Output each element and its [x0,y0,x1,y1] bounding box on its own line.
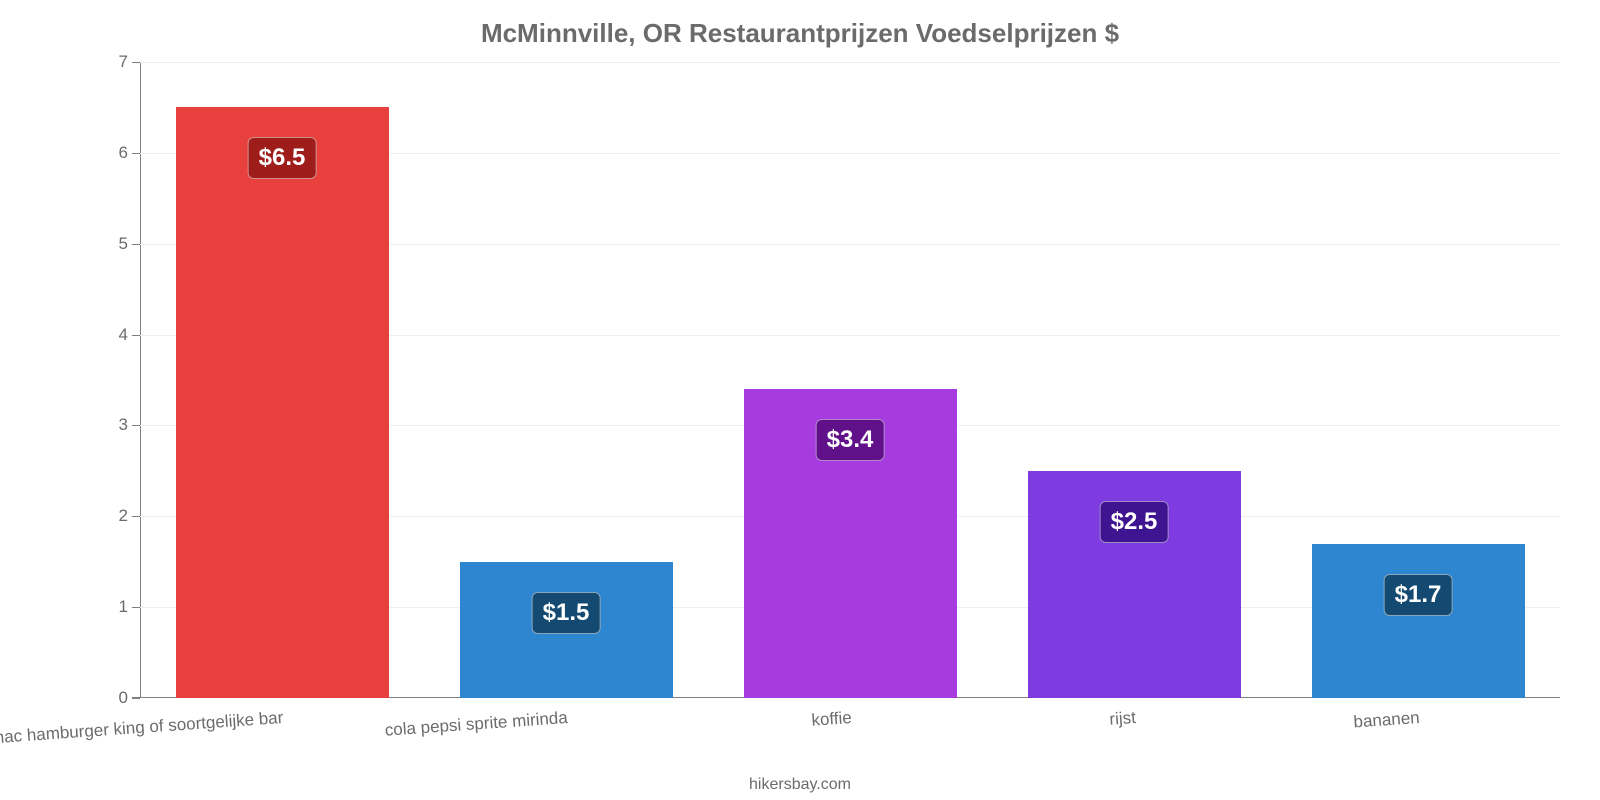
ytick-label: 5 [119,234,140,254]
ytick-label: 6 [119,143,140,163]
xtick-label: rijst [1108,698,1136,730]
xtick-label: mac hamburger king of soortgelijke bar [0,698,284,748]
bar [176,107,389,698]
plot-area: 01234567$6.5mac hamburger king of soortg… [140,62,1560,698]
bar-value-label: $1.5 [532,592,601,634]
xtick-label: bananen [1352,698,1420,733]
xtick-label: cola pepsi sprite mirinda [383,698,568,741]
xtick-label: koffie [810,698,852,731]
gridline [140,62,1560,63]
bar-value-label: $3.4 [816,419,885,461]
ytick-label: 2 [119,506,140,526]
ytick-label: 7 [119,52,140,72]
bar-value-label: $1.7 [1384,574,1453,616]
ytick-label: 0 [119,688,140,708]
bar-chart: McMinnville, OR Restaurantprijzen Voedse… [0,0,1600,800]
ytick-label: 3 [119,415,140,435]
attribution-text: hikersbay.com [0,776,1600,794]
ytick-label: 1 [119,597,140,617]
bar-value-label: $6.5 [248,137,317,179]
bar-value-label: $2.5 [1100,501,1169,543]
ytick-label: 4 [119,325,140,345]
bar [1312,544,1525,698]
chart-title: McMinnville, OR Restaurantprijzen Voedse… [0,18,1600,49]
y-axis-line [140,62,141,698]
